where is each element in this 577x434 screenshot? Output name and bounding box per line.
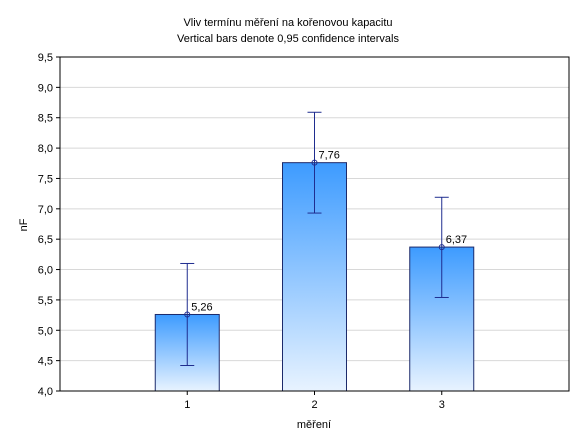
mean-point bbox=[184, 311, 191, 318]
x-axis-label: měření bbox=[297, 419, 331, 431]
y-tick-label: 4,5 bbox=[38, 356, 53, 368]
y-tick-label: 8,0 bbox=[38, 143, 53, 155]
y-tick-label: 8,5 bbox=[38, 113, 53, 125]
y-tick-label: 5,0 bbox=[38, 325, 53, 337]
y-tick-label: 7,0 bbox=[38, 204, 53, 216]
y-axis-label: nF bbox=[18, 218, 30, 231]
data-label: 6,37 bbox=[446, 234, 467, 246]
y-tick-label: 7,5 bbox=[38, 173, 53, 185]
y-tick-label: 4,0 bbox=[38, 386, 53, 398]
y-tick-label: 9,0 bbox=[38, 82, 53, 94]
chart-subtitle: Vertical bars denote 0,95 confidence int… bbox=[177, 33, 399, 45]
x-tick-labels: 1 2 3 bbox=[184, 391, 445, 411]
data-label: 7,76 bbox=[319, 150, 340, 162]
y-tick-labels: 4,0 4,5 5,0 5,5 6,0 6,5 7,0 7,5 8,0 8,5 9,0 9,5 bbox=[38, 52, 60, 398]
error-bars: 5,26 7,76 6,37 bbox=[180, 111, 467, 366]
x-tick-label: 1 bbox=[184, 399, 190, 411]
x-tick-label: 3 bbox=[439, 399, 445, 411]
y-tick-label: 6,0 bbox=[38, 265, 53, 277]
x-tick-label: 2 bbox=[311, 399, 317, 411]
mean-point bbox=[438, 244, 445, 251]
mean-point bbox=[311, 159, 318, 166]
y-tick-label: 5,5 bbox=[38, 295, 53, 307]
y-tick-label: 6,5 bbox=[38, 234, 53, 246]
chart-title: Vliv termínu měření na kořenovou kapacit… bbox=[183, 17, 392, 29]
plot-frame bbox=[59, 56, 570, 392]
y-tick-label: 9,5 bbox=[38, 52, 53, 64]
data-label: 5,26 bbox=[191, 301, 212, 313]
